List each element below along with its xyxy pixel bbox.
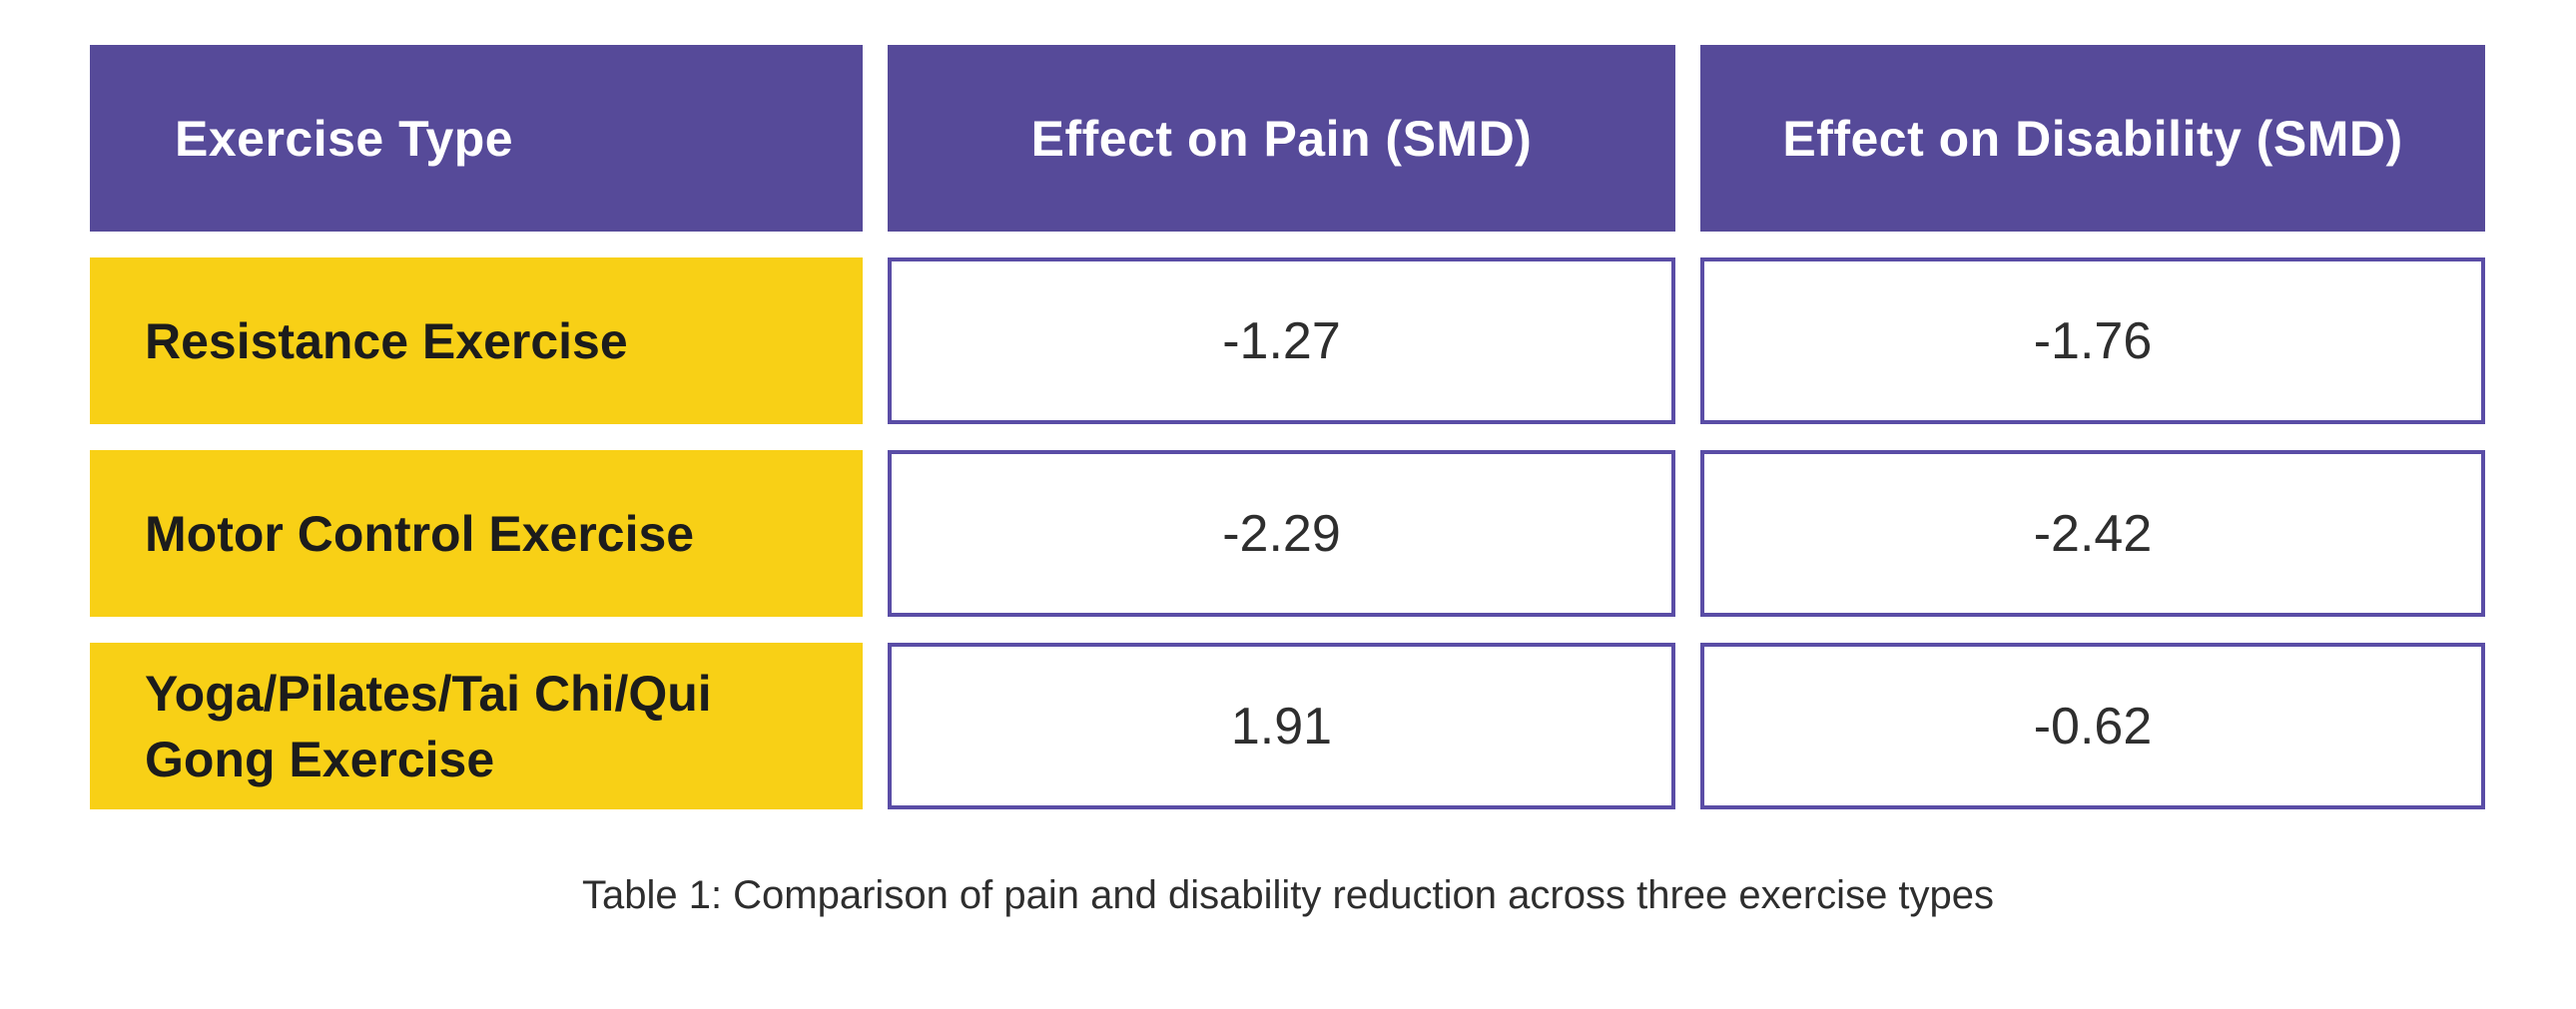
value-text: -1.27: [1222, 311, 1341, 370]
column-header-exercise-type: Exercise Type: [90, 45, 863, 232]
value-text: -2.42: [2033, 504, 2153, 563]
cell-motor-control-pain-value: -2.29: [888, 450, 1675, 617]
value-text: -2.29: [1222, 504, 1341, 563]
row-label-motor-control-exercise: Motor Control Exercise: [90, 450, 863, 617]
row-label-resistance-exercise: Resistance Exercise: [90, 257, 863, 424]
value-text: -1.76: [2033, 311, 2153, 370]
column-header-effect-on-disability: Effect on Disability (SMD): [1700, 45, 2485, 232]
column-header-exercise-type-label: Exercise Type: [175, 110, 514, 167]
row-label-text: Resistance Exercise: [145, 312, 628, 369]
cell-yoga-pain-value: 1.91: [888, 643, 1675, 809]
cell-yoga-disability-value: -0.62: [1700, 643, 2485, 809]
row-label-text: Motor Control Exercise: [145, 505, 695, 562]
comparison-table: Exercise Type Effect on Pain (SMD) Effec…: [90, 45, 2485, 809]
value-text: 1.91: [1230, 697, 1333, 756]
row-label-yoga-pilates-taichi-quigong-exercise: Yoga/Pilates/Tai Chi/Qui Gong Exercise: [90, 643, 863, 809]
column-header-effect-on-disability-label: Effect on Disability (SMD): [1782, 110, 2403, 167]
cell-resistance-pain-value: -1.27: [888, 257, 1675, 424]
table-caption: Table 1: Comparison of pain and disabili…: [581, 873, 1995, 917]
column-header-effect-on-pain-label: Effect on Pain (SMD): [1030, 110, 1533, 167]
value-text: -0.62: [2033, 697, 2153, 756]
cell-resistance-disability-value: -1.76: [1700, 257, 2485, 424]
row-label-text: Yoga/Pilates/Tai Chi/Qui Gong Exercise: [145, 665, 712, 787]
column-header-effect-on-pain: Effect on Pain (SMD): [888, 45, 1675, 232]
cell-motor-control-disability-value: -2.42: [1700, 450, 2485, 617]
